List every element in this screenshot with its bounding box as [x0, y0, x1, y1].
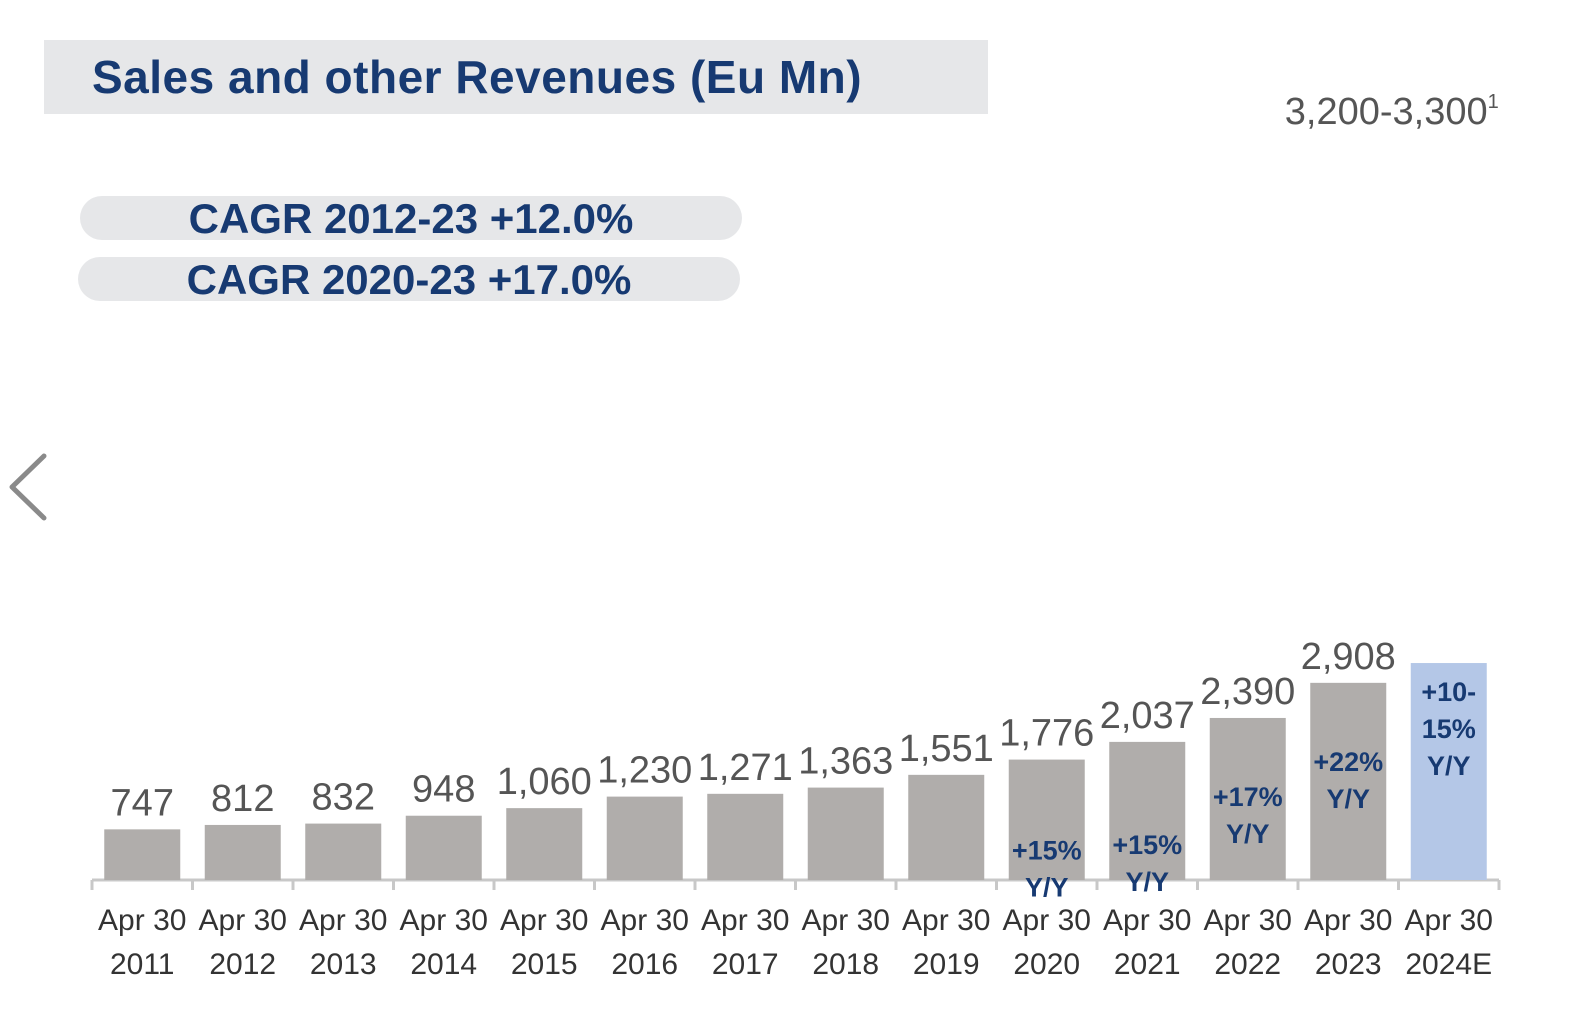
bar — [1109, 741, 1186, 880]
x-tick-label: Apr 30 — [902, 904, 990, 937]
cagr-badge-2012-23: CAGR 2012-23 +12.0% — [80, 195, 742, 242]
bar-value-label: 747 — [111, 782, 174, 824]
bar — [405, 815, 482, 880]
x-tick-label: Apr 30 — [1405, 904, 1493, 937]
estimate-range-label: 3,200-3,3001 — [1285, 91, 1499, 133]
bar-value-label: 1,230 — [597, 750, 692, 792]
growth-label: Y/Y — [1125, 867, 1169, 897]
bar-value-label: 812 — [211, 778, 274, 820]
footnote-marker: 1 — [1488, 91, 1499, 113]
bar — [104, 829, 181, 880]
bar — [506, 808, 583, 880]
chart-title: Sales and other Revenues (Eu Mn) — [92, 51, 863, 103]
bar — [707, 793, 784, 880]
growth-label: +17% — [1213, 782, 1283, 812]
bar-value-label: 2,037 — [1100, 695, 1195, 737]
bar-value-label: 1,776 — [999, 713, 1094, 755]
bar — [1209, 717, 1286, 880]
x-tick-label: Apr 30 — [500, 904, 588, 937]
x-tick-label: 2015 — [511, 948, 578, 981]
x-tick-label: 2014 — [410, 948, 477, 981]
x-tick-label: 2016 — [611, 948, 678, 981]
bar — [606, 796, 683, 880]
bar — [807, 787, 884, 880]
x-tick-label: Apr 30 — [601, 904, 689, 937]
bar-value-label: 1,363 — [798, 741, 893, 783]
bar-value-label: 832 — [312, 777, 375, 819]
x-tick-label: Apr 30 — [1204, 904, 1292, 937]
bar-value-label: 1,060 — [497, 761, 592, 803]
cagr-badge-2020-23: CAGR 2020-23 +17.0% — [78, 256, 740, 303]
x-tick-label: 2018 — [812, 948, 879, 981]
x-tick-label: Apr 30 — [1304, 904, 1392, 937]
growth-label: Y/Y — [1427, 751, 1471, 781]
bar — [908, 774, 985, 880]
x-tick-label: 2019 — [913, 948, 980, 981]
growth-label: +15% — [1012, 836, 1082, 866]
x-tick-label: 2023 — [1315, 948, 1382, 981]
x-tick-label: Apr 30 — [1003, 904, 1091, 937]
cagr-text: CAGR 2020-23 +17.0% — [186, 256, 632, 303]
chevron-left-icon — [9, 453, 47, 521]
bar-value-label: 1,551 — [899, 728, 994, 770]
bar-value-label: 1,271 — [698, 747, 793, 789]
x-tick-label: 2012 — [209, 948, 276, 981]
growth-label: Y/Y — [1025, 873, 1069, 903]
x-tick-label: Apr 30 — [400, 904, 488, 937]
bar-value-label: 2,908 — [1301, 636, 1396, 678]
growth-label: +10- — [1421, 677, 1476, 707]
bar — [204, 824, 281, 880]
cagr-text: CAGR 2012-23 +12.0% — [188, 195, 634, 242]
x-tick-label: Apr 30 — [98, 904, 186, 937]
x-tick-label: 2020 — [1013, 948, 1080, 981]
bar-value-label: 948 — [412, 769, 475, 811]
bar — [1008, 759, 1085, 880]
x-tick-label: Apr 30 — [199, 904, 287, 937]
x-tick-label: 2021 — [1114, 948, 1181, 981]
previous-slide-button[interactable] — [6, 452, 52, 522]
growth-label: Y/Y — [1326, 784, 1370, 814]
growth-label: +15% — [1112, 830, 1182, 860]
x-tick-label: 2024E — [1405, 948, 1492, 981]
x-tick-label: Apr 30 — [299, 904, 387, 937]
x-tick-label: Apr 30 — [701, 904, 789, 937]
bar — [305, 823, 382, 880]
bar-value-label: 2,390 — [1200, 671, 1295, 713]
bar — [1310, 682, 1387, 880]
growth-label: 15% — [1422, 714, 1476, 744]
x-tick-label: 2013 — [310, 948, 377, 981]
x-tick-label: 2022 — [1214, 948, 1281, 981]
x-tick-label: Apr 30 — [1103, 904, 1191, 937]
x-tick-label: Apr 30 — [802, 904, 890, 937]
chart-title-box: Sales and other Revenues (Eu Mn) — [44, 40, 988, 114]
x-tick-label: 2017 — [712, 948, 779, 981]
growth-label: Y/Y — [1226, 819, 1270, 849]
estimate-bar — [1410, 663, 1487, 880]
growth-label: +22% — [1313, 747, 1383, 777]
x-tick-label: 2011 — [110, 948, 175, 981]
